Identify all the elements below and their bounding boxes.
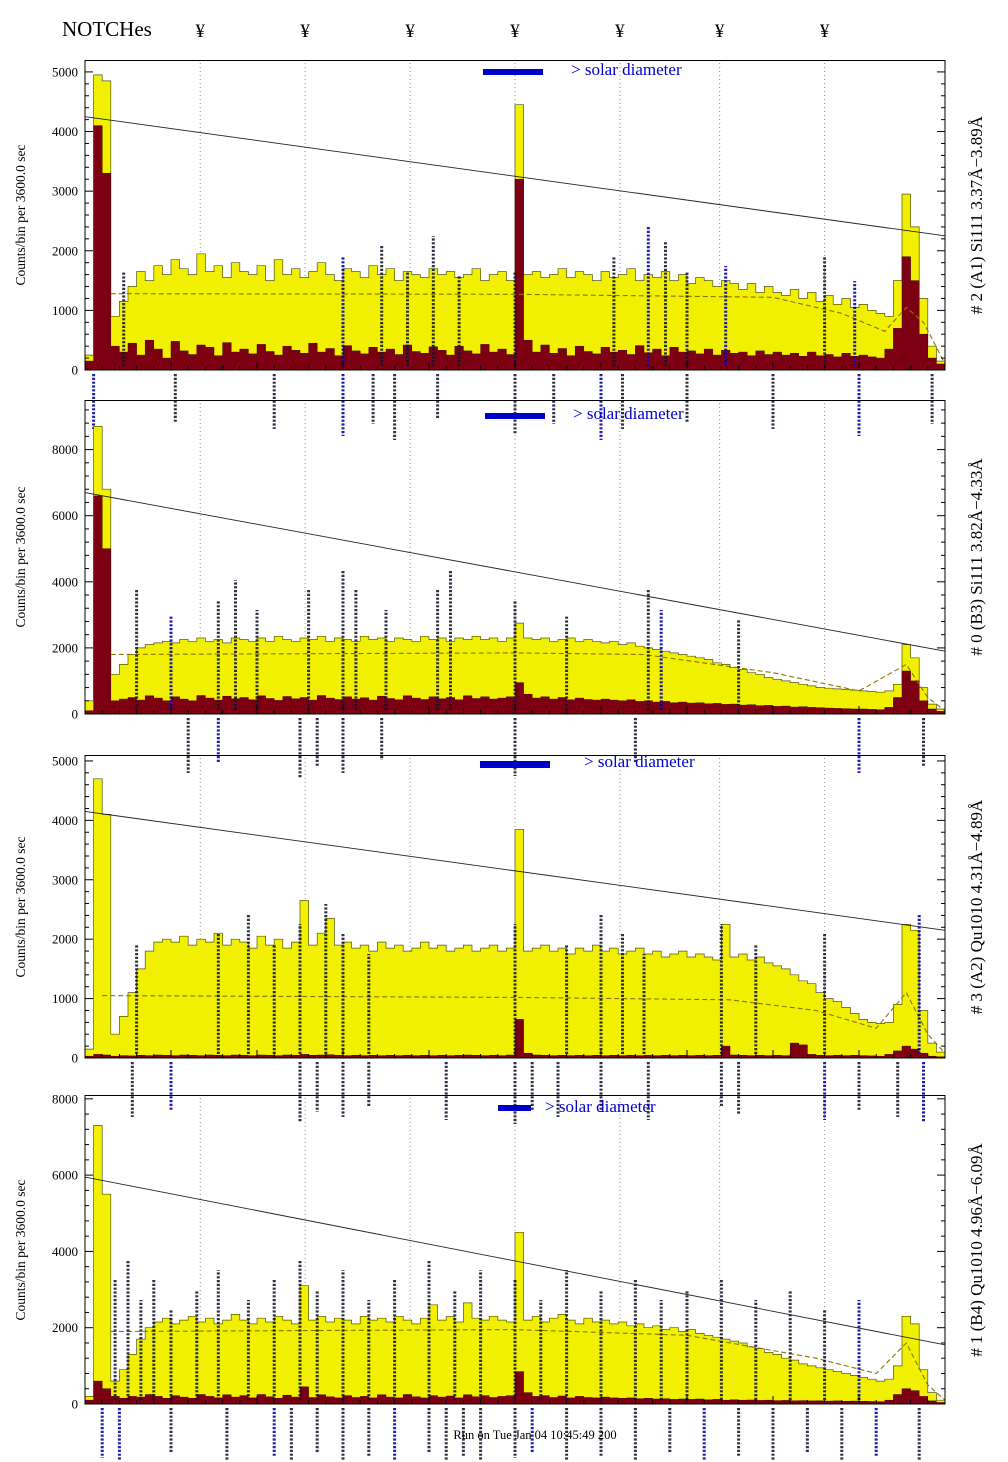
solar-diameter-label: > solar diameter: [584, 752, 695, 771]
y-tick-label: 4000: [52, 124, 78, 139]
panel1-y-axis-label: Counts/bin per 3600.0 sec: [13, 144, 28, 286]
notch-symbol: ¥: [510, 21, 520, 42]
notch-symbol: ¥: [405, 21, 415, 42]
y-tick-label: 5000: [52, 755, 78, 768]
panel-chart-2: 0 2000 4000 6000 8000: [52, 400, 946, 778]
y-tick-label: 2000: [52, 1320, 78, 1335]
y-tick-label: 4000: [52, 1244, 78, 1259]
notch-symbol: ¥: [300, 21, 310, 42]
solar-diameter-label: > solar diameter: [571, 60, 682, 79]
y-tick-label: 2000: [52, 932, 78, 947]
notch-symbol: ¥: [195, 21, 205, 42]
y-tick-label: 0: [72, 707, 79, 722]
y-tick-label: 1000: [52, 991, 78, 1006]
panel3-right-axis-label: # 3 (A2) Qu1010 4.31Å−4.89Å: [967, 799, 986, 1015]
panel-chart-3: 0 1000 2000 3000 4000 5000: [52, 755, 946, 1124]
y-tick-label: 3000: [52, 184, 78, 199]
notches-header-label: NOTCHes: [62, 17, 152, 41]
y-tick-label: 3000: [52, 872, 78, 887]
panel2-right-axis-label: # 0 (B3) Si111 3.82Å−4.33Å: [967, 458, 986, 656]
y-tick-label: 2000: [52, 640, 78, 655]
solar-diameter-bar: [480, 761, 550, 768]
panel3-y-axis-label: Counts/bin per 3600.0 sec: [13, 836, 28, 978]
notch-symbol: ¥: [819, 21, 830, 42]
y-tick-label: 1000: [52, 303, 78, 318]
y-tick-label: 8000: [52, 1095, 78, 1106]
panel1-right-axis-label: # 2 (A1) Si111 3.37Å−3.89Å: [967, 115, 986, 315]
y-tick-label: 0: [72, 1051, 79, 1066]
y-tick-label: 6000: [52, 1168, 78, 1183]
panel-chart-4: 0 2000 4000 6000 8000: [52, 1095, 946, 1460]
y-tick-label: 0: [72, 363, 79, 378]
notch-symbol: ¥: [615, 21, 625, 42]
run-timestamp: Run on Tue Jan 04 10:45:49 200: [453, 1428, 617, 1442]
solar-diameter-label: > solar diameter: [573, 404, 684, 423]
y-tick-label: 6000: [52, 508, 78, 523]
y-tick-label: 4000: [52, 574, 78, 589]
panel4-y-axis-label: Counts/bin per 3600.0 sec: [13, 1179, 28, 1321]
y-tick-label: 0: [72, 1397, 79, 1412]
y-tick-label: 4000: [52, 813, 78, 828]
panel-chart-1: 0 1000 2000 3000 4000 5000: [52, 60, 946, 440]
y-tick-label: 5000: [52, 64, 78, 79]
y-tick-label: 2000: [52, 243, 78, 258]
y-tick-label: 8000: [52, 442, 78, 457]
panel2-y-axis-label: Counts/bin per 3600.0 sec: [13, 486, 28, 628]
solar-diameter-bar: [498, 1105, 531, 1111]
solar-diameter-bar: [483, 69, 543, 75]
panel4-right-axis-label: # 1 (B4) Qu1010 4.96Å−6.09Å: [967, 1143, 986, 1357]
solar-diameter-bar: [485, 413, 545, 419]
solar-diameter-label: > solar diameter: [545, 1097, 656, 1116]
notch-symbol: ¥: [714, 21, 725, 42]
